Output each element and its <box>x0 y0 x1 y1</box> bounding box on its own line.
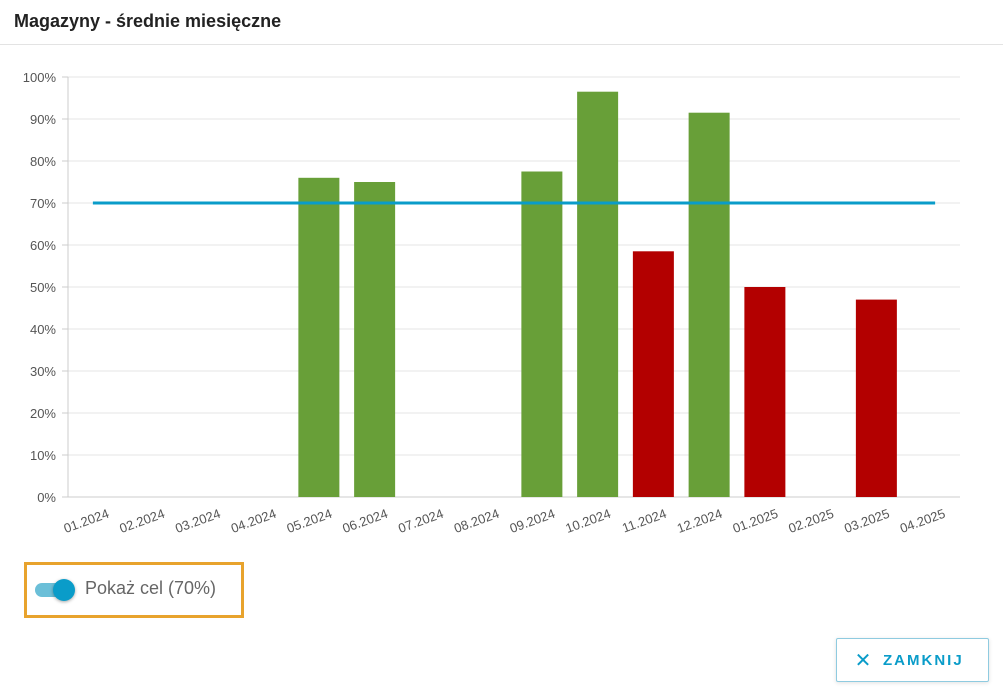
show-target-label: Pokaż cel (70%) <box>85 578 217 598</box>
switch-knob <box>53 579 75 601</box>
bar-11.2024 <box>632 251 674 497</box>
x-tick-label: 12.2024 <box>675 506 724 536</box>
y-tick-label: 30% <box>30 364 56 379</box>
bar-06.2024 <box>354 182 396 497</box>
y-tick-label: 0% <box>37 490 56 505</box>
bar-09.2024 <box>521 171 563 497</box>
y-tick-label: 20% <box>30 406 56 421</box>
x-tick-label: 08.2024 <box>452 506 501 536</box>
x-tick-label: 10.2024 <box>563 506 612 536</box>
y-tick-label: 80% <box>30 154 56 169</box>
close-button[interactable]: ✕ ZAMKNIJ <box>836 638 989 682</box>
bar-12.2024 <box>688 112 730 497</box>
dialog-title: Magazyny - średnie miesięczne <box>14 11 282 31</box>
y-tick-label: 70% <box>30 196 56 211</box>
show-target-switch[interactable] <box>35 578 75 602</box>
dialog-header: Magazyny - średnie miesięczne <box>0 0 1003 45</box>
x-tick-label: 01.2025 <box>731 506 780 536</box>
x-tick-label: 01.2024 <box>62 506 111 536</box>
y-tick-label: 40% <box>30 322 56 337</box>
y-tick-label: 100% <box>23 70 57 85</box>
x-tick-label: 06.2024 <box>340 506 389 536</box>
bar-05.2024 <box>298 177 340 498</box>
show-target-toggle-highlight: Pokaż cel (70%) <box>24 562 244 618</box>
y-tick-label: 90% <box>30 112 56 127</box>
x-tick-label: 09.2024 <box>508 506 557 536</box>
x-tick-label: 05.2024 <box>285 506 334 536</box>
x-tick-label: 04.2024 <box>229 506 278 536</box>
close-button-label: ZAMKNIJ <box>883 652 964 669</box>
bar-03.2025 <box>855 299 897 497</box>
y-tick-label: 60% <box>30 238 56 253</box>
x-tick-label: 02.2025 <box>786 506 835 536</box>
x-tick-label: 02.2024 <box>117 506 166 536</box>
bar-01.2025 <box>744 287 786 497</box>
y-tick-label: 50% <box>30 280 56 295</box>
x-tick-label: 03.2025 <box>842 506 891 536</box>
bar-10.2024 <box>577 91 619 497</box>
x-tick-label: 04.2025 <box>898 506 947 536</box>
x-tick-label: 03.2024 <box>173 506 222 536</box>
y-tick-label: 10% <box>30 448 56 463</box>
close-icon: ✕ <box>854 650 872 672</box>
x-tick-label: 07.2024 <box>396 506 445 536</box>
bar-chart: 0% 10% 20% 30% 40% 50% 60% 70% 80% 90% 100% 01.2024… <box>23 70 960 536</box>
x-tick-label: 11.2024 <box>620 506 668 536</box>
